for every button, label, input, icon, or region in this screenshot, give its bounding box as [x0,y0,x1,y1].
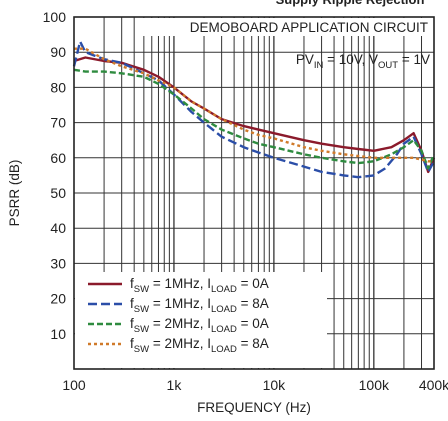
annotation-box-background [140,18,433,36]
y-tick-label: 60 [50,150,66,166]
y-tick-label: 100 [43,9,67,25]
y-tick-label: 80 [50,79,66,95]
legend-label-3: fSW = 2MHz, ILOAD = 0A [130,316,269,335]
clipped-header-title: Supply Ripple Rejection [250,0,448,9]
y-tick-label: 70 [50,115,66,131]
y-tick-label: 90 [50,44,66,60]
x-tick-labels: 100 1k 10k 100k 400k [62,377,448,393]
y-tick-label: 40 [50,220,66,236]
series-line-2 [72,40,436,179]
legend-label-1: fSW = 1MHz, ILOAD = 0A [130,276,269,295]
plot-frame [73,16,435,370]
x-tick-label: 100k [359,377,390,393]
y-tick-label: 20 [50,291,66,307]
legend-label-2: fSW = 1MHz, ILOAD = 8A [130,296,269,315]
curves-layer [72,40,436,179]
x-tick-label: 10k [263,377,287,393]
conditions-annotation: PVIN = 10V, VOUT = 1V [296,52,430,71]
y-tick-labels: 10 20 30 40 50 60 70 80 90 100 [43,9,67,342]
y-tick-label: 10 [50,326,66,342]
annotation-box-title: DEMOBOARD APPLICATION CIRCUIT [190,20,428,35]
y-tick-label: 50 [50,185,66,201]
x-tick-label: 400k [419,377,448,393]
series-line-3 [73,68,436,170]
legend-label-4: fSW = 2MHz, ILOAD = 8A [130,336,269,355]
x-tick-label: 1k [167,377,183,393]
y-axis-label: PSRR (dB) [7,160,22,227]
y-tick-label: 30 [50,255,66,271]
series-line-4 [74,47,434,163]
legend-background [75,272,327,368]
x-axis-label: FREQUENCY (Hz) [197,400,311,415]
series-line-1 [73,56,436,174]
x-tick-label: 100 [62,377,86,393]
